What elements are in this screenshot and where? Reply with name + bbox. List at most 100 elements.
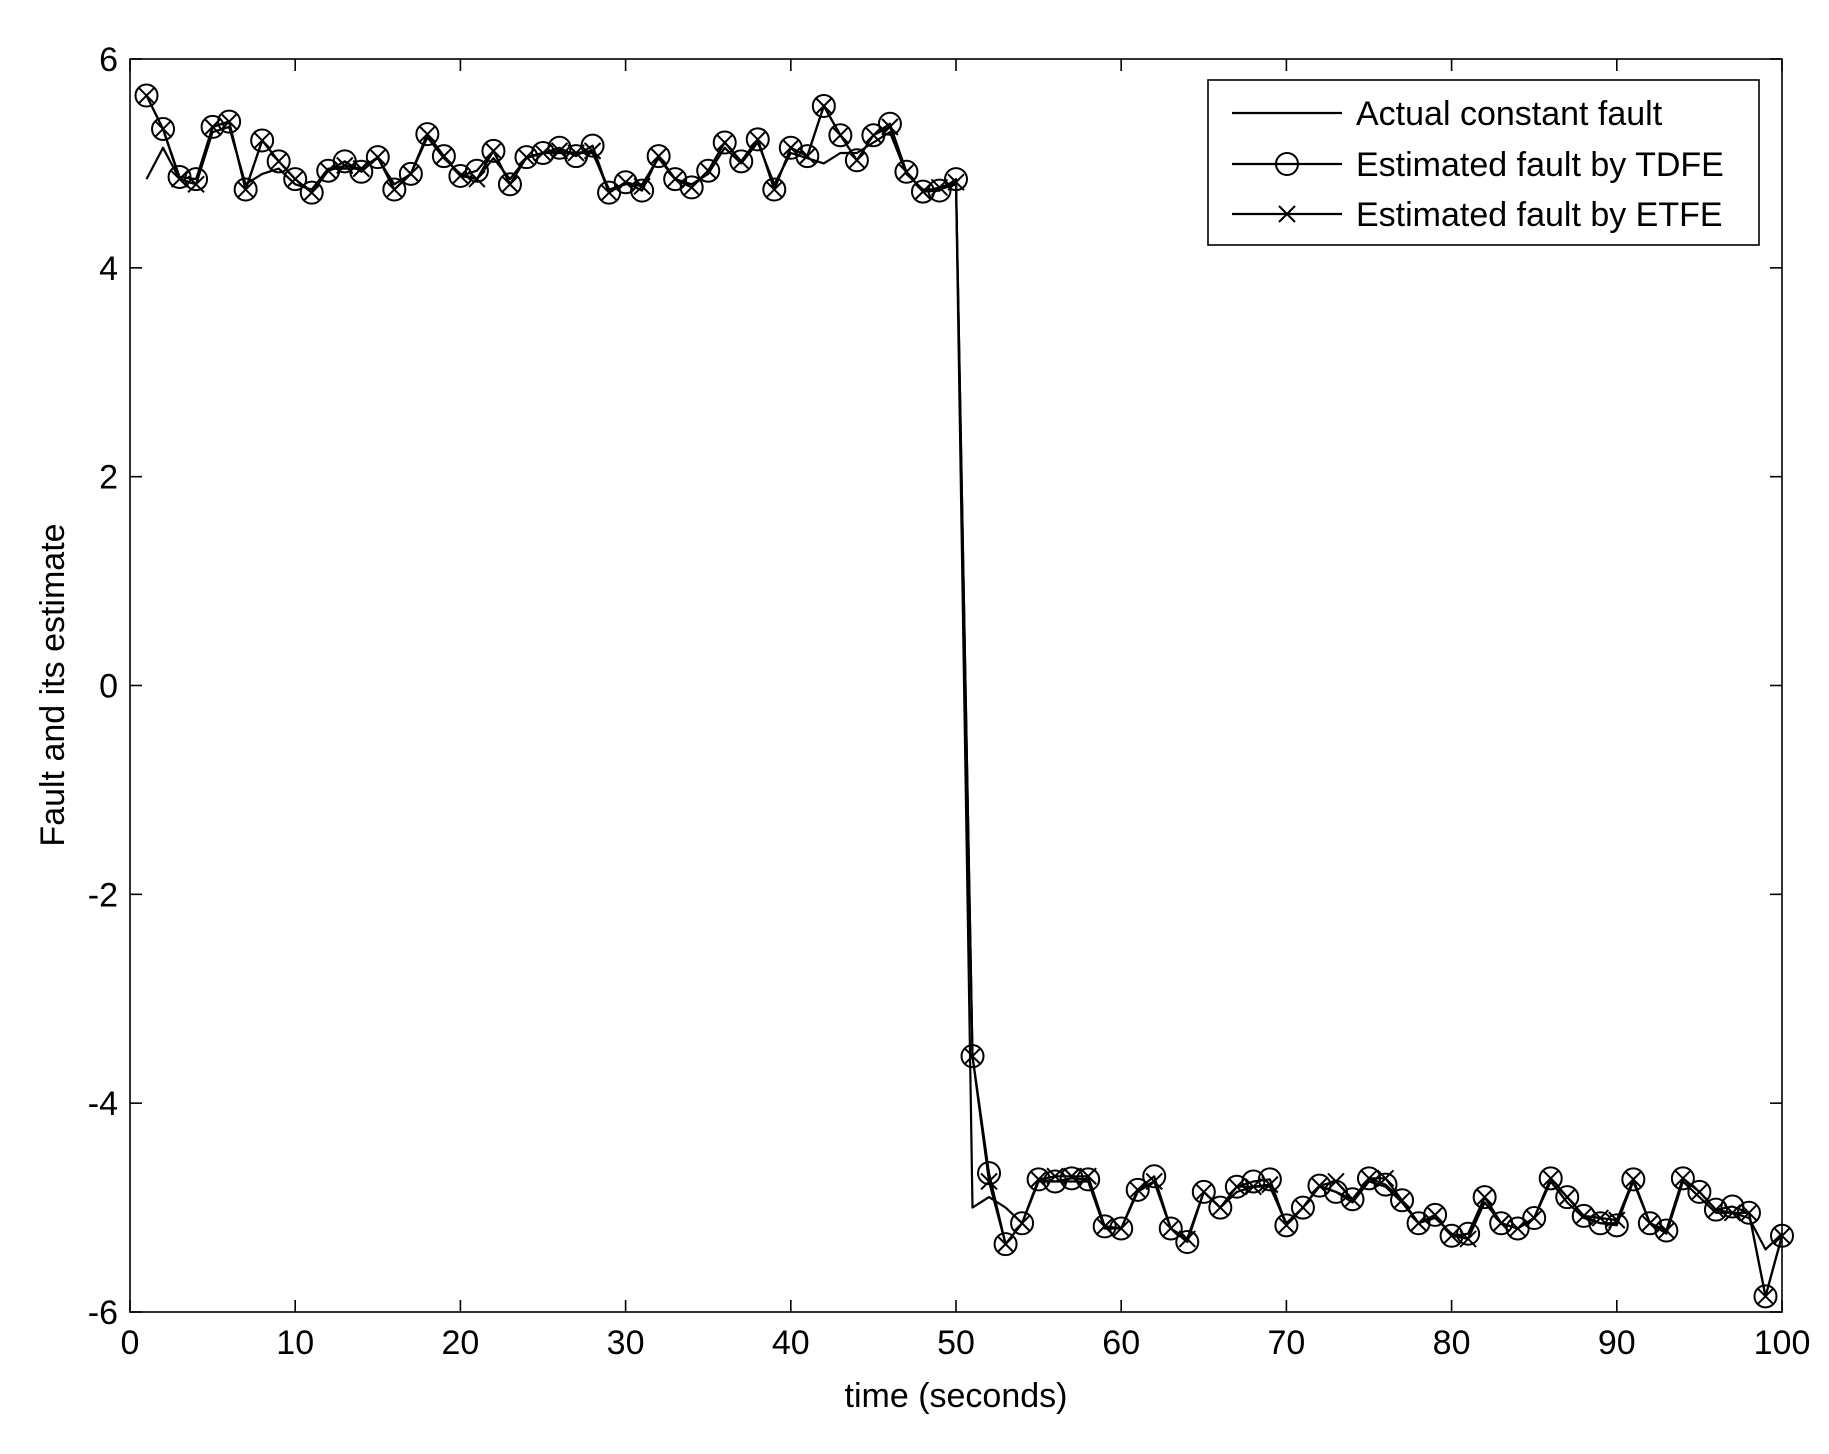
- circle-marker: [877, 111, 902, 136]
- x-marker: [831, 126, 850, 144]
- circle-marker: [1340, 1187, 1365, 1212]
- circle-marker: [1092, 1214, 1117, 1239]
- circle-marker: [993, 1232, 1018, 1257]
- x-marker: [1294, 1198, 1312, 1217]
- x-marker: [1195, 1183, 1213, 1201]
- circle-marker: [844, 148, 869, 173]
- legend-item: Estimated fault by TDFE: [1232, 146, 1724, 184]
- x-marker: [1442, 1227, 1461, 1245]
- legend-item: Actual constant fault: [1232, 95, 1663, 133]
- circle-marker: [828, 123, 853, 148]
- x-marker: [1145, 1172, 1163, 1191]
- circle-marker: [1637, 1211, 1662, 1236]
- x-marker: [1062, 1167, 1081, 1185]
- y-axis-label: Fault and its estimate: [34, 523, 72, 846]
- circle-marker: [646, 144, 671, 169]
- x-marker: [303, 183, 321, 202]
- x-marker: [1162, 1219, 1180, 1238]
- x-marker: [501, 175, 519, 194]
- x-marker: [484, 142, 503, 160]
- x-marker: [1508, 1219, 1527, 1238]
- x-marker: [1674, 1169, 1692, 1188]
- x-marker: [1657, 1221, 1676, 1240]
- y-tick-label: 0: [99, 668, 118, 706]
- circle-marker: [167, 164, 192, 189]
- x-marker: [236, 180, 255, 199]
- circle-marker: [1439, 1223, 1464, 1248]
- circle-marker: [365, 145, 390, 170]
- tick-layer: [129, 58, 1783, 1313]
- x-marker: [1343, 1190, 1362, 1208]
- x-tick-label: 0: [121, 1324, 140, 1362]
- series-line: [145, 95, 1784, 1298]
- x-tick-label: 90: [1598, 1324, 1636, 1362]
- circle-marker: [233, 177, 258, 202]
- circle-marker: [745, 127, 770, 152]
- circle-marker: [184, 167, 209, 192]
- circle-marker: [1703, 1197, 1728, 1222]
- x-marker: [633, 177, 651, 196]
- circle-marker: [1208, 1195, 1233, 1220]
- circle-marker: [1753, 1284, 1778, 1309]
- circle-marker: [712, 130, 737, 155]
- x-marker: [1277, 1216, 1296, 1235]
- legend-circle-marker: [1275, 152, 1299, 176]
- circle-marker: [1456, 1221, 1481, 1246]
- circle-marker: [580, 133, 605, 158]
- circle-marker: [382, 177, 407, 202]
- x-marker: [170, 170, 189, 188]
- circle-marker: [431, 144, 456, 169]
- legend: Actual constant fault Estimated fault by …: [1207, 79, 1760, 246]
- x-marker: [1641, 1214, 1659, 1232]
- x-marker: [187, 175, 205, 194]
- circle-marker: [266, 149, 291, 174]
- circle-marker: [1621, 1167, 1646, 1192]
- x-marker: [1310, 1176, 1329, 1195]
- circle-marker: [1423, 1202, 1448, 1227]
- legend-x-marker: [1278, 205, 1296, 223]
- x-marker: [1360, 1169, 1378, 1188]
- circle-marker: [630, 178, 655, 203]
- x-marker: [435, 147, 453, 165]
- x-marker: [1261, 1175, 1279, 1194]
- x-marker: [253, 131, 271, 150]
- x-marker: [1029, 1170, 1048, 1189]
- legend-label: Estimated fault by ETFE: [1356, 196, 1723, 234]
- x-marker: [220, 112, 238, 131]
- legend-items: Actual constant fault Estimated fault by …: [1232, 95, 1724, 234]
- x-marker: [1707, 1200, 1725, 1219]
- x-marker: [1112, 1219, 1130, 1238]
- x-marker: [1046, 1167, 1064, 1185]
- x-marker: [1178, 1230, 1196, 1248]
- x-marker: [1393, 1191, 1411, 1209]
- circle-marker: [679, 175, 704, 200]
- circle-marker: [1059, 1166, 1084, 1191]
- x-marker: [1591, 1209, 1609, 1227]
- x-marker: [154, 120, 172, 138]
- x-marker: [616, 173, 635, 191]
- x-marker: [864, 126, 883, 144]
- circle-marker: [696, 158, 721, 183]
- circle-marker: [1555, 1185, 1580, 1210]
- x-marker: [732, 152, 750, 171]
- x-marker: [1740, 1204, 1758, 1222]
- x-marker: [369, 148, 387, 166]
- circle-marker: [762, 177, 787, 202]
- circle-marker: [861, 123, 886, 148]
- x-marker: [1459, 1230, 1477, 1248]
- x-marker: [848, 151, 866, 169]
- circle-marker: [729, 149, 754, 174]
- x-marker: [1575, 1207, 1593, 1225]
- y-tick-label: 2: [99, 459, 118, 497]
- circle-marker: [1654, 1218, 1679, 1243]
- x-marker: [1013, 1214, 1031, 1232]
- circle-marker: [1076, 1167, 1101, 1192]
- x-marker: [1095, 1217, 1114, 1236]
- x-marker: [815, 97, 833, 115]
- x-marker: [963, 1047, 982, 1065]
- circle-marker: [1522, 1206, 1547, 1231]
- x-marker: [699, 162, 717, 180]
- circle-marker: [1257, 1167, 1282, 1192]
